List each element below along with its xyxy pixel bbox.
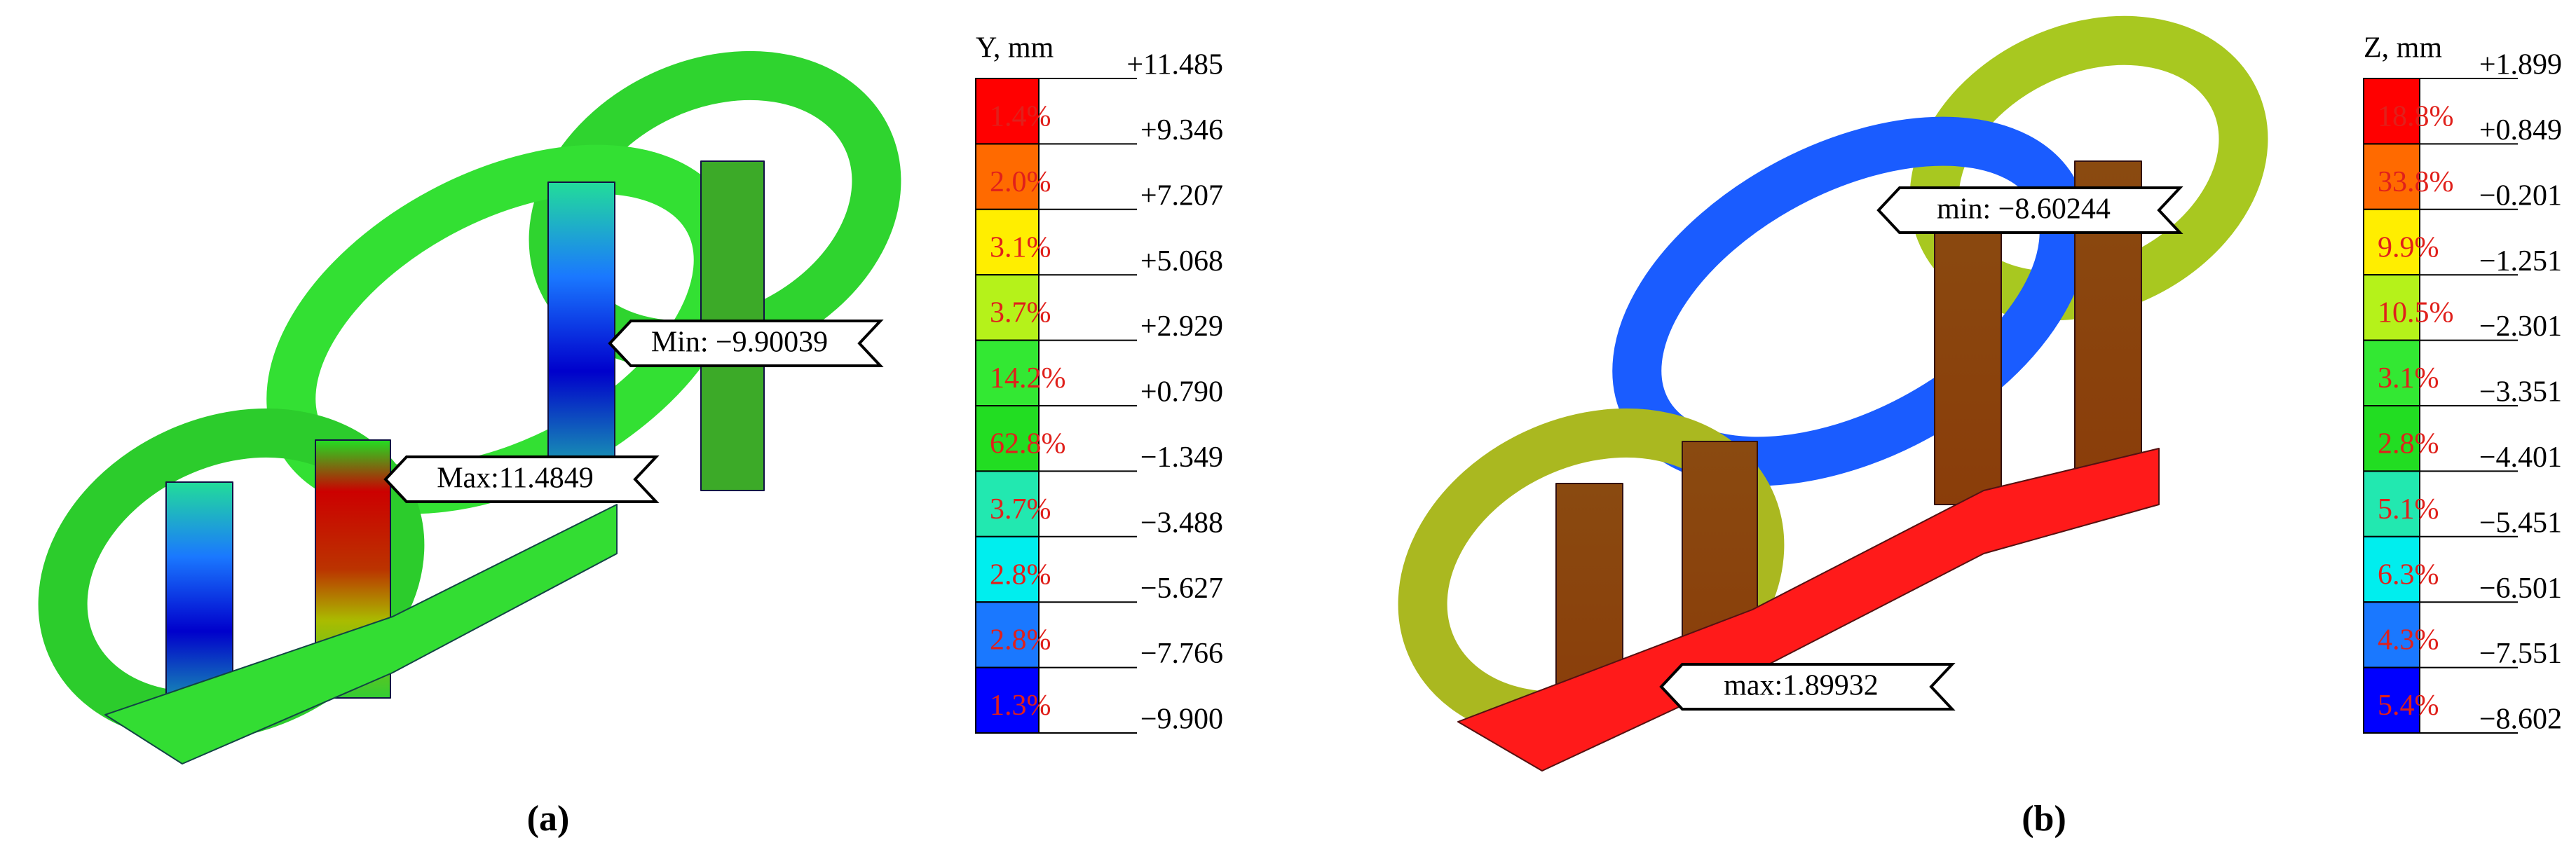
legend-percent: 62.8% (990, 428, 1066, 460)
legend-band (975, 143, 1040, 210)
legend-level: −7.551 (2479, 638, 2562, 670)
legend-band (2363, 601, 2420, 669)
legend-percent: 2.0% (990, 166, 1051, 198)
legend-band (2363, 78, 2420, 145)
legend-percent: 3.1% (990, 231, 1051, 263)
legend-percent: 33.8% (2378, 166, 2454, 198)
legend-band (2363, 470, 2420, 537)
callout-box (383, 455, 660, 503)
legend-level: −2.301 (2479, 310, 2562, 343)
legend-level: −5.451 (2479, 507, 2562, 539)
legend-level: −0.201 (2479, 179, 2562, 212)
legend-level: −8.602 (2479, 704, 2562, 736)
callout-label: min: −8.60244 (1937, 193, 2111, 226)
panel-caption: (a) (527, 799, 570, 839)
legend-level: −1.251 (2479, 245, 2562, 277)
legend-band (2363, 208, 2420, 276)
legend-band (2363, 666, 2420, 734)
legend-level: +11.485 (1126, 49, 1223, 81)
legend-level: +0.849 (2479, 114, 2562, 146)
legend-level: −4.401 (2479, 441, 2562, 474)
legend-level: −5.627 (1140, 573, 1223, 605)
legend-percent: 3.1% (2378, 362, 2439, 395)
legend-band (975, 274, 1040, 341)
model-a (38, 50, 901, 765)
legend-percent: 5.1% (2378, 493, 2439, 526)
legend-level: +7.207 (1140, 179, 1223, 212)
legend-percent: 2.8% (2378, 428, 2439, 460)
legend-band (2363, 143, 2420, 210)
legend-percent: 10.5% (2378, 297, 2454, 329)
legend-level: −6.501 (2479, 573, 2562, 605)
legend-percent: 2.8% (990, 558, 1051, 591)
legend-level: +2.929 (1140, 310, 1223, 343)
legend-band (975, 601, 1040, 669)
legend-title: Z, mm (2364, 32, 2442, 64)
legend-percent: 9.9% (2378, 231, 2439, 263)
model-b (1398, 15, 2268, 772)
legend-level: −7.766 (1140, 638, 1223, 670)
legend-percent: 14.2% (990, 362, 1066, 395)
legend-band (975, 405, 1040, 472)
legend-percent: 18.8% (2378, 101, 2454, 133)
legend-percent: 4.3% (2378, 624, 2439, 657)
legend-level: −3.488 (1140, 507, 1223, 539)
callout-box (1659, 663, 1956, 711)
legend-level: −1.349 (1140, 441, 1223, 474)
legend-percent: 3.7% (990, 297, 1051, 329)
legend-band (2363, 274, 2420, 341)
callout-label: Max:11.4849 (437, 462, 594, 495)
legend-band (2363, 405, 2420, 472)
legend-percent: 3.7% (990, 493, 1051, 526)
legend-percent: 5.4% (2378, 690, 2439, 722)
legend-band (2363, 339, 2420, 407)
callout-label: Min: −9.90039 (651, 327, 828, 359)
legend-level: +0.790 (1140, 376, 1223, 409)
callout-label: max:1.89932 (1724, 670, 1878, 702)
legend-level: −9.900 (1140, 704, 1223, 736)
legend-level: +1.899 (2479, 49, 2562, 81)
legend-percent: 2.8% (990, 624, 1051, 657)
legend-title: Y, mm (976, 32, 1054, 64)
callout-box (608, 320, 884, 367)
legend-band (975, 666, 1040, 734)
legend-level: +5.068 (1140, 245, 1223, 277)
legend-band (2363, 535, 2420, 603)
legend-band (975, 470, 1040, 537)
legend-percent: 1.4% (990, 101, 1051, 133)
legend-level: +9.346 (1140, 114, 1223, 146)
annotations: Y, mm 1.4% 2.0% 3.1% 3.7% 14.2% 62.8% 3.7% 2.8% 2… (383, 32, 2562, 839)
callout-box (1876, 186, 2183, 234)
panel-caption: (b) (2022, 799, 2066, 839)
legend-percent: 1.3% (990, 690, 1051, 722)
legend-band (975, 535, 1040, 603)
legend-percent: 6.3% (2378, 558, 2439, 591)
legend-level: −3.351 (2479, 376, 2562, 409)
